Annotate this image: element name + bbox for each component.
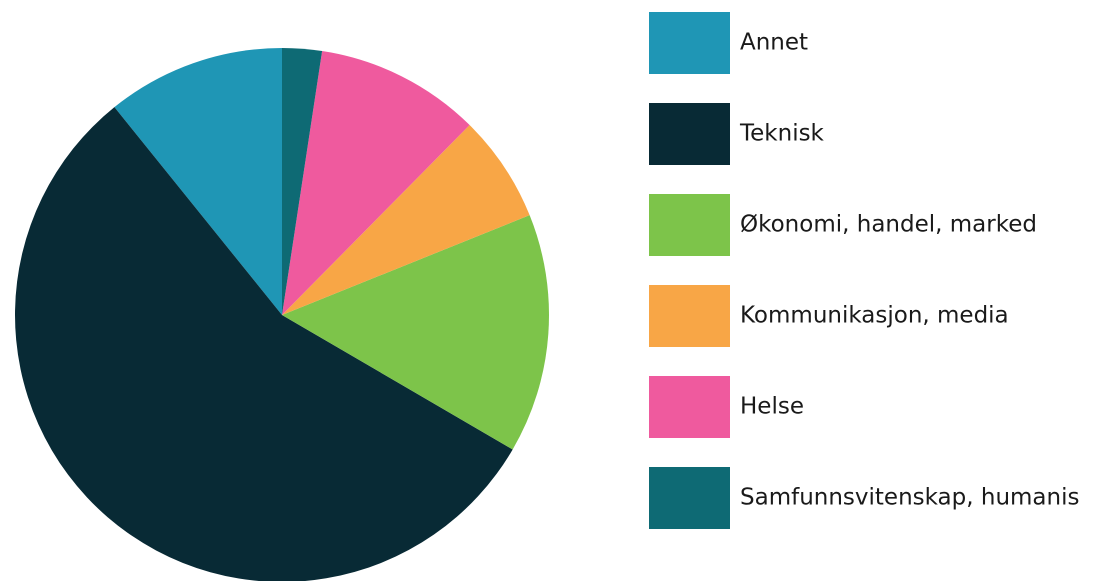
legend-label: Samfunnsvitenskap, humanis bbox=[740, 485, 1079, 511]
legend-label: Kommunikasjon, media bbox=[740, 303, 1009, 329]
pie-slice bbox=[282, 125, 530, 315]
legend-label: Annet bbox=[740, 30, 808, 56]
pie-slice bbox=[282, 51, 470, 316]
pie-slice bbox=[15, 107, 513, 581]
pie-slice bbox=[114, 48, 283, 315]
legend-swatch bbox=[649, 103, 730, 165]
legend-label: Teknisk bbox=[739, 121, 825, 147]
legend-swatch bbox=[649, 12, 730, 74]
pie-slice bbox=[282, 48, 323, 315]
pie-slice bbox=[282, 215, 549, 450]
legend-label: Helse bbox=[740, 394, 804, 420]
legend-label: Økonomi, handel, marked bbox=[740, 212, 1037, 238]
legend-swatch bbox=[649, 285, 730, 347]
legend-swatch bbox=[649, 467, 730, 529]
legend-swatch bbox=[649, 194, 730, 256]
legend-swatch bbox=[649, 376, 730, 438]
